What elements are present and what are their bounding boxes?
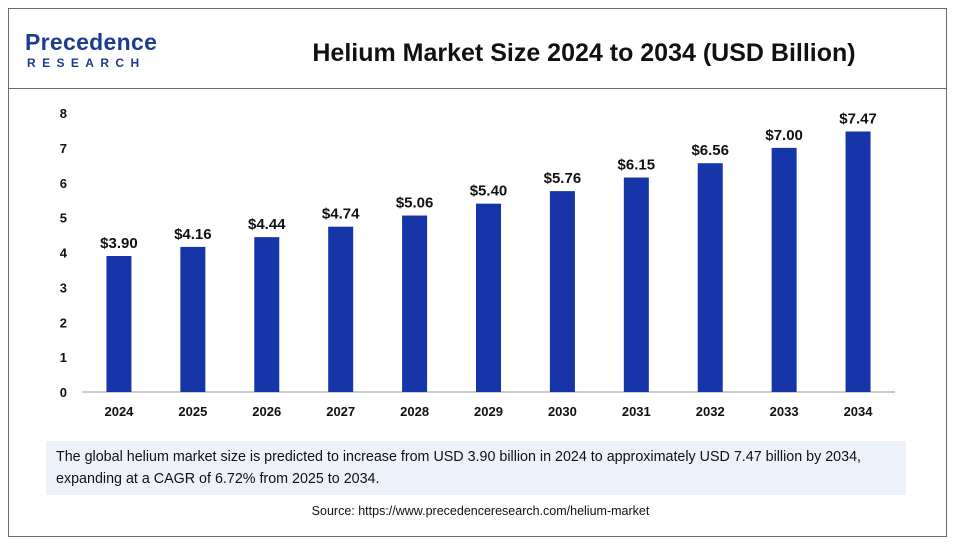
precedence-research-logo: Precedence RESEARCH [25,29,175,77]
x-tick-label: 2025 [178,404,207,419]
x-tick-label: 2026 [252,404,281,419]
y-tick-label: 0 [60,385,67,400]
data-label-2031: $6.15 [618,157,656,174]
bar-2031 [623,177,649,392]
logo-subtitle: RESEARCH [27,56,146,70]
x-tick-label: 2029 [474,404,503,419]
x-axis: 2024 2025 2026 2027 2028 2029 2030 2031 2032 2033… [104,404,873,419]
y-tick-label: 3 [60,280,67,295]
bar-2027 [328,226,354,392]
bar-2026 [254,237,280,392]
y-tick-label: 4 [60,246,68,261]
bar-2034 [845,131,871,392]
bar-2028 [402,215,428,392]
logo-wordmark: Precedence [25,29,157,56]
data-label-2027: $4.74 [322,206,360,223]
bar-chart: 0 1 2 3 4 5 6 7 8 $3.90 $4.16 $4.44 $4.74 $5.06 $5.40… [60,106,895,419]
y-tick-label: 7 [60,141,67,156]
bar-2025 [180,246,206,392]
y-axis: 0 1 2 3 4 5 6 7 8 [60,106,68,400]
data-label-2024: $3.90 [100,235,138,252]
x-tick-label: 2032 [696,404,725,419]
chart-title: Helium Market Size 2024 to 2034 (USD Bil… [312,39,856,67]
bar-2024 [106,255,132,392]
y-tick-label: 1 [60,350,67,365]
chart-frame: Precedence RESEARCH Helium Market Size 2… [8,8,947,537]
bar-2032 [697,163,723,392]
data-label-2030: $5.76 [544,170,582,187]
logo-word: recedence [40,29,158,55]
bars [106,131,871,392]
x-tick-label: 2030 [548,404,577,419]
x-tick-label: 2027 [326,404,355,419]
data-label-2032: $6.56 [691,142,729,159]
header: Precedence RESEARCH Helium Market Size 2… [9,9,946,89]
data-label-2033: $7.00 [765,127,803,144]
data-labels: $3.90 $4.16 $4.44 $4.74 $5.06 $5.40 $5.76 $6.15… [100,110,877,252]
x-tick-label: 2028 [400,404,429,419]
bar-2033 [771,147,797,392]
x-tick-label: 2034 [844,404,874,419]
x-tick-label: 2024 [104,404,134,419]
bar-2029 [476,203,501,392]
data-label-2026: $4.44 [248,216,286,233]
data-label-2028: $5.06 [396,195,434,212]
data-label-2034: $7.47 [839,110,877,127]
x-tick-label: 2031 [622,404,651,419]
bar-2030 [549,191,575,392]
logo-letter: P [25,29,41,55]
summary-note: The global helium market size is predict… [46,441,906,495]
y-tick-label: 6 [60,176,67,191]
y-tick-label: 8 [60,106,67,121]
source-citation[interactable]: Source: https://www.precedenceresearch.c… [311,504,650,518]
y-tick-label: 5 [60,211,67,226]
x-tick-label: 2033 [770,404,799,419]
y-tick-label: 2 [60,315,67,330]
data-label-2025: $4.16 [174,226,212,243]
data-label-2029: $5.40 [470,183,508,200]
